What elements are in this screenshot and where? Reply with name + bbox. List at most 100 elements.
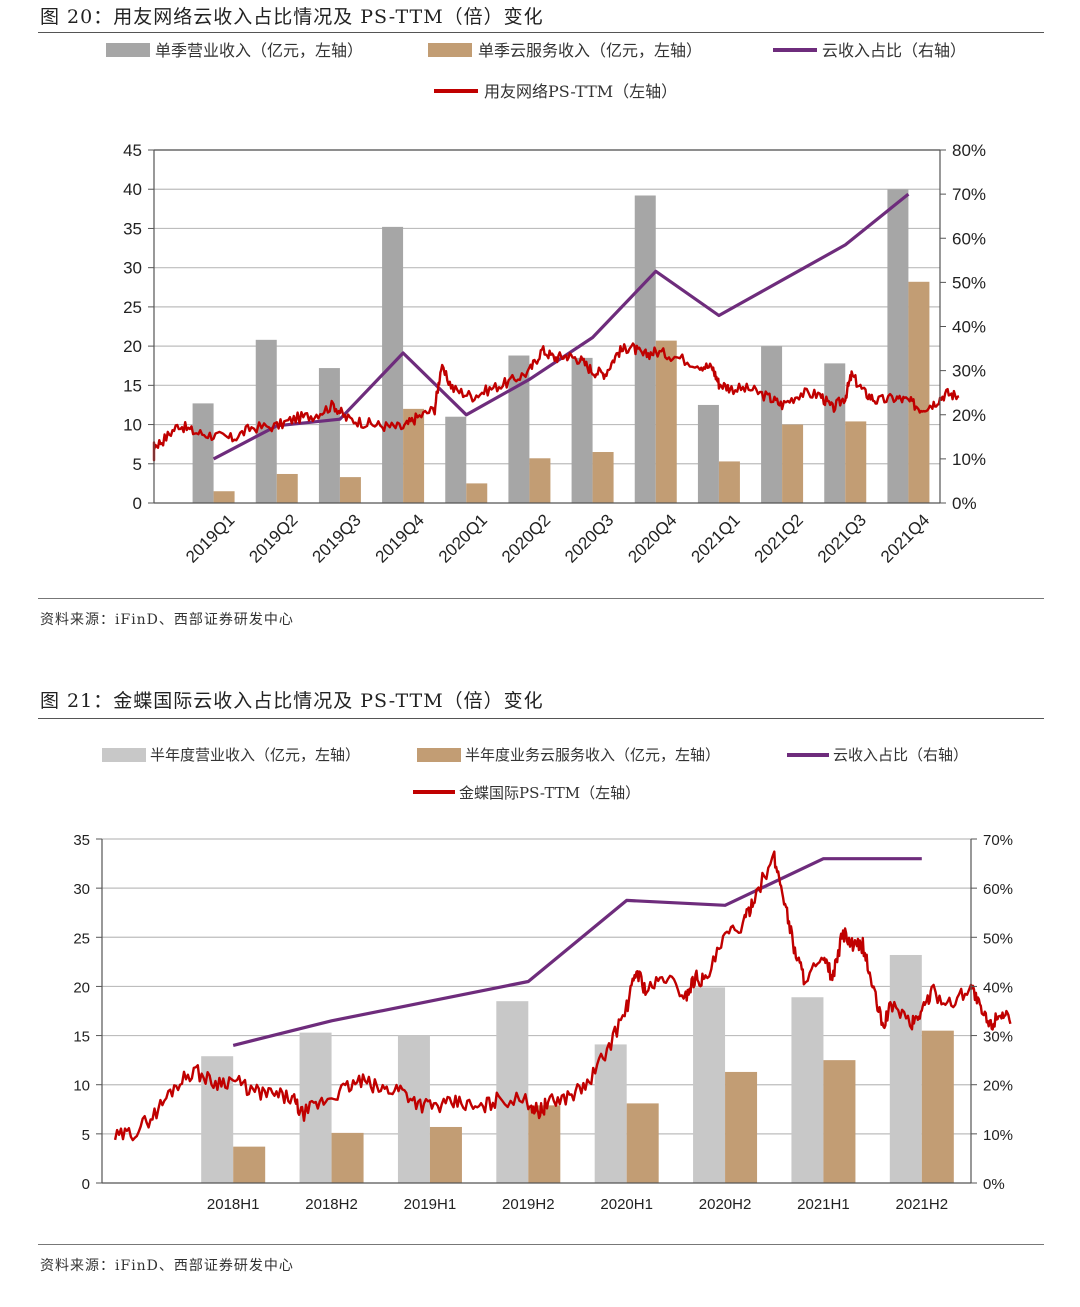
y-right-tick-label: 50%: [983, 930, 1013, 947]
figure-20-bottom-rule: [38, 598, 1044, 599]
x-tick-label: 2021Q4: [877, 510, 933, 566]
figure-20-source: 资料来源：iFinD、西部证券研发中心: [40, 612, 294, 628]
legend-label-ps-ttm: 金蝶国际PS-TTM（左轴）: [459, 784, 640, 802]
bar: [445, 416, 467, 503]
legend-swatch-quarterly-revenue: [106, 43, 150, 57]
bar: [791, 997, 824, 1183]
legend-label-halfyear-revenue: 半年度营业收入（亿元，左轴）: [150, 746, 360, 764]
y-right-tick-label: 0%: [983, 1176, 1005, 1193]
y-right-tick-label: 50%: [952, 273, 986, 292]
bar: [693, 987, 726, 1183]
x-tick-label: 2020Q3: [561, 510, 617, 566]
x-tick-label: 2021Q2: [751, 510, 807, 566]
legend-swatch-halfyear-cloud-revenue: [417, 748, 461, 762]
ps-ttm-line: [152, 342, 960, 462]
bar: [466, 483, 488, 503]
bar: [397, 1035, 430, 1183]
y-left-tick-label: 25: [123, 298, 142, 317]
y-left-tick-label: 40: [123, 180, 142, 199]
y-right-tick-label: 10%: [983, 1127, 1013, 1144]
y-left-tick-label: 25: [73, 930, 90, 947]
bar: [626, 1103, 659, 1183]
x-tick-label: 2020H2: [699, 1196, 752, 1213]
bar: [496, 1001, 529, 1183]
bar: [403, 408, 425, 503]
x-tick-label: 2018H2: [305, 1196, 358, 1213]
y-right-tick-label: 70%: [952, 185, 986, 204]
cloud-share-line: [232, 857, 922, 1047]
x-tick-label: 2021H2: [896, 1196, 949, 1213]
x-tick-label: 2019H2: [502, 1196, 555, 1213]
figure-21-source: 资料来源：iFinD、西部证券研发中心: [40, 1258, 294, 1274]
bar: [276, 473, 298, 503]
legend-label-quarterly-revenue: 单季营业收入（亿元，左轴）: [155, 41, 363, 60]
y-left-tick-label: 15: [73, 1029, 90, 1046]
x-tick-label: 2021Q3: [814, 510, 870, 566]
x-tick-label: 2019Q4: [372, 510, 428, 566]
legend-swatch-quarterly-cloud-revenue: [428, 43, 472, 57]
legend-label-ps-ttm: 用友网络PS-TTM（左轴）: [484, 82, 677, 101]
y-right-tick-label: 80%: [952, 141, 986, 160]
bar: [318, 368, 340, 503]
figure-21-top-rule: [38, 718, 1044, 719]
bar: [887, 189, 909, 503]
x-tick-label: 2019Q1: [182, 510, 238, 566]
x-tick-label: 2019Q2: [245, 510, 301, 566]
y-right-tick-label: 40%: [983, 979, 1013, 996]
chart-21-lines: [113, 850, 1012, 1142]
legend-label-halfyear-cloud-revenue: 半年度业务云服务收入（亿元，左轴）: [465, 746, 720, 764]
bar: [429, 1126, 462, 1183]
bar: [339, 477, 361, 503]
y-left-tick-label: 0: [133, 494, 142, 513]
x-tick-label: 2019H1: [404, 1196, 457, 1213]
chart-20-axes: 0 5 10 15 20 25 30 35 40 45 0% 10% 20% 30% 40% 50% 60% 70…: [123, 141, 986, 567]
bar: [697, 404, 719, 503]
x-tick-label: 2021H1: [797, 1196, 850, 1213]
y-left-tick-label: 5: [133, 455, 142, 474]
figure-21-title: 图 21：金蝶国际云收入占比情况及 PS-TTM（倍）变化: [40, 690, 544, 712]
x-tick-label: 2020Q4: [624, 510, 680, 566]
bar: [823, 1060, 856, 1183]
bar: [592, 452, 614, 503]
bar: [594, 1044, 627, 1183]
legend-swatch-halfyear-revenue: [102, 748, 146, 762]
y-right-tick-label: 60%: [983, 881, 1013, 898]
y-left-tick-label: 35: [73, 832, 90, 849]
y-left-tick-label: 20: [123, 337, 142, 356]
y-left-tick-label: 30: [73, 881, 90, 898]
bar: [782, 424, 804, 503]
y-right-tick-label: 20%: [983, 1078, 1013, 1095]
chart-21-legend: 半年度营业收入（亿元，左轴） 半年度业务云服务收入（亿元，左轴） 云收入占比（右…: [102, 746, 968, 802]
y-right-tick-label: 20%: [952, 406, 986, 425]
y-left-tick-label: 30: [123, 259, 142, 278]
chart-21-axes: 0 5 10 15 20 25 30 35 0% 10% 20% 30% 40% 50% 60% 70% 201…: [73, 832, 1013, 1213]
bar: [299, 1032, 332, 1183]
bar: [331, 1132, 364, 1183]
chart-20-legend: 单季营业收入（亿元，左轴） 单季云服务收入（亿元，左轴） 云收入占比（右轴） 用…: [106, 41, 966, 101]
bar: [255, 339, 277, 503]
x-tick-label: 2019Q3: [309, 510, 365, 566]
y-left-tick-label: 15: [123, 376, 142, 395]
bar: [213, 491, 235, 503]
chart-20: 单季营业收入（亿元，左轴） 单季云服务收入（亿元，左轴） 云收入占比（右轴） 用…: [106, 41, 986, 567]
legend-label-cloud-share: 云收入占比（右轴）: [833, 746, 968, 764]
figure-20-top-rule: [38, 32, 1044, 33]
bar: [761, 346, 783, 503]
bar: [845, 421, 867, 503]
bar: [908, 281, 930, 503]
figure-21-bottom-rule: [38, 1244, 1044, 1245]
y-left-tick-label: 0: [82, 1176, 90, 1193]
bar: [824, 363, 846, 503]
chart-21: 半年度营业收入（亿元，左轴） 半年度业务云服务收入（亿元，左轴） 云收入占比（右…: [73, 746, 1013, 1213]
x-tick-label: 2020Q1: [435, 510, 491, 566]
x-tick-label: 2021Q1: [688, 510, 744, 566]
y-right-tick-label: 40%: [952, 318, 986, 337]
chart-20-lines: [152, 192, 960, 462]
y-left-tick-label: 45: [123, 141, 142, 160]
legend-label-quarterly-cloud-revenue: 单季云服务收入（亿元，左轴）: [478, 41, 702, 60]
y-left-tick-label: 20: [73, 979, 90, 996]
bar: [725, 1071, 758, 1183]
y-left-tick-label: 35: [123, 219, 142, 238]
bar: [655, 340, 677, 503]
y-right-tick-label: 30%: [983, 1029, 1013, 1046]
